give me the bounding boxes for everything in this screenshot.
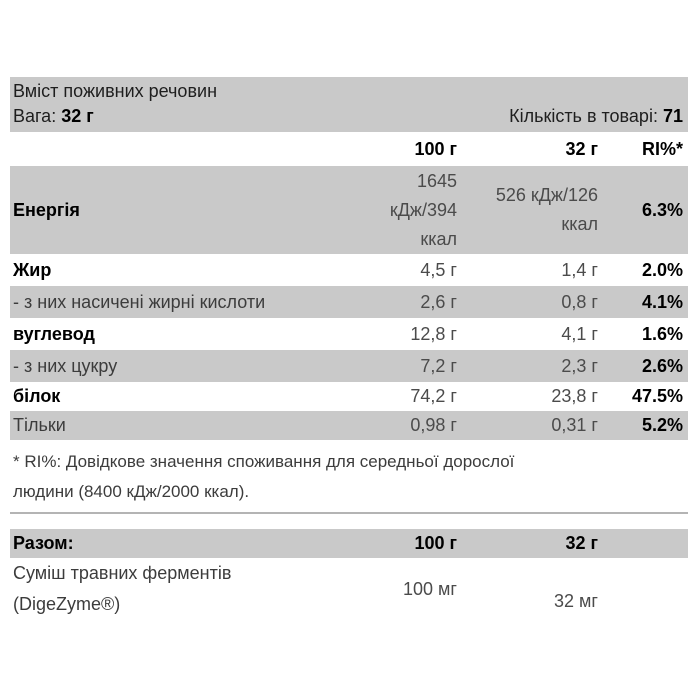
weight-value: 32 г bbox=[61, 106, 94, 126]
table-row-carbohydrate: вуглевод 12,8 г 4,1 г 1.6% bbox=[10, 318, 688, 350]
row-label: Тільки bbox=[13, 415, 66, 435]
table-row-digestive-enzymes: Суміш травних ферментів (DigeZyme®) 100 … bbox=[10, 558, 688, 620]
row-value-spacer bbox=[598, 558, 688, 620]
row-value-100g: 0,98 г bbox=[410, 415, 457, 435]
section-divider bbox=[10, 512, 688, 514]
row-value-ri: 47.5% bbox=[631, 386, 683, 406]
row-value-100g: 100 мг bbox=[403, 578, 457, 599]
row-label: Жир bbox=[13, 259, 52, 280]
quantity-label: Кількість в товарі: bbox=[509, 106, 658, 126]
table-header-block: Вміст поживних речовин Вага: 32 г Кількі… bbox=[10, 77, 688, 132]
nutrition-table: Вміст поживних речовин Вага: 32 г Кількі… bbox=[10, 77, 688, 620]
table-row-salt: Тільки 0,98 г 0,31 г 5.2% bbox=[10, 411, 688, 440]
weight-quantity-line: Вага: 32 г Кількість в товарі: 71 bbox=[13, 104, 683, 129]
row-value-32g: 0,8 г bbox=[561, 291, 598, 312]
weight-text: Вага: 32 г bbox=[13, 104, 94, 129]
row-value-32g: 526 кДж/126 ккал bbox=[495, 185, 598, 234]
ri-footnote: * RI%: Довідкове значення споживання для… bbox=[13, 452, 515, 501]
quantity-value: 71 bbox=[662, 106, 683, 126]
column-header-32g: 32 г bbox=[565, 138, 598, 159]
row-label: - з них цукру bbox=[13, 355, 118, 376]
row-label: Енергія bbox=[13, 199, 80, 220]
row-value-ri: 6.3% bbox=[641, 199, 683, 220]
weight-label: Вага: bbox=[13, 106, 57, 126]
totals-header-row: Разом: 100 г 32 г bbox=[10, 529, 688, 558]
row-value-32g: 23,8 г bbox=[551, 386, 598, 406]
table-row-protein: білок 74,2 г 23,8 г 47.5% bbox=[10, 382, 688, 411]
totals-column-100g: 100 г bbox=[414, 533, 457, 553]
quantity-text: Кількість в товарі: 71 bbox=[509, 104, 683, 129]
totals-column-32g: 32 г bbox=[565, 533, 598, 553]
table-row-sugars: - з них цукру 7,2 г 2,3 г 2.6% bbox=[10, 350, 688, 382]
row-label: Суміш травних ферментів (DigeZyme®) bbox=[13, 563, 232, 614]
row-value-ri: 4.1% bbox=[641, 291, 683, 312]
row-value-ri: 2.0% bbox=[641, 259, 683, 280]
row-value-100g: 4,5 г bbox=[420, 259, 457, 280]
row-value-ri: 2.6% bbox=[641, 355, 683, 376]
row-value-ri: 5.2% bbox=[641, 415, 683, 435]
row-value-100g: 7,2 г bbox=[420, 355, 457, 376]
row-value-32g: 0,31 г bbox=[551, 415, 598, 435]
totals-label: Разом: bbox=[13, 533, 74, 553]
column-header-ri: RI%* bbox=[641, 138, 683, 159]
row-label: білок bbox=[13, 386, 61, 406]
row-value-100g: 74,2 г bbox=[410, 386, 457, 406]
column-header-100g: 100 г bbox=[414, 138, 457, 159]
table-row-saturated-fat: - з них насичені жирні кислоти 2,6 г 0,8… bbox=[10, 286, 688, 318]
row-value-32g: 4,1 г bbox=[561, 323, 598, 344]
row-value-100g: 2,6 г bbox=[420, 291, 457, 312]
row-value-32g: 1,4 г bbox=[561, 259, 598, 280]
row-value-32g: 2,3 г bbox=[561, 355, 598, 376]
row-value-100g: 1645 кДж/394 ккал bbox=[389, 170, 457, 249]
table-title: Вміст поживних речовин bbox=[13, 81, 218, 101]
table-row-fat: Жир 4,5 г 1,4 г 2.0% bbox=[10, 254, 688, 286]
row-value-100g: 12,8 г bbox=[410, 323, 457, 344]
row-value-ri: 1.6% bbox=[641, 323, 683, 344]
row-label: - з них насичені жирні кислоти bbox=[13, 291, 266, 312]
table-row-energy: Енергія 1645 кДж/394 ккал 526 кДж/126 кк… bbox=[10, 166, 688, 254]
row-value-32g: 32 мг bbox=[554, 591, 598, 611]
row-label: вуглевод bbox=[13, 323, 95, 344]
column-header-row: 100 г 32 г RI%* bbox=[10, 132, 688, 166]
